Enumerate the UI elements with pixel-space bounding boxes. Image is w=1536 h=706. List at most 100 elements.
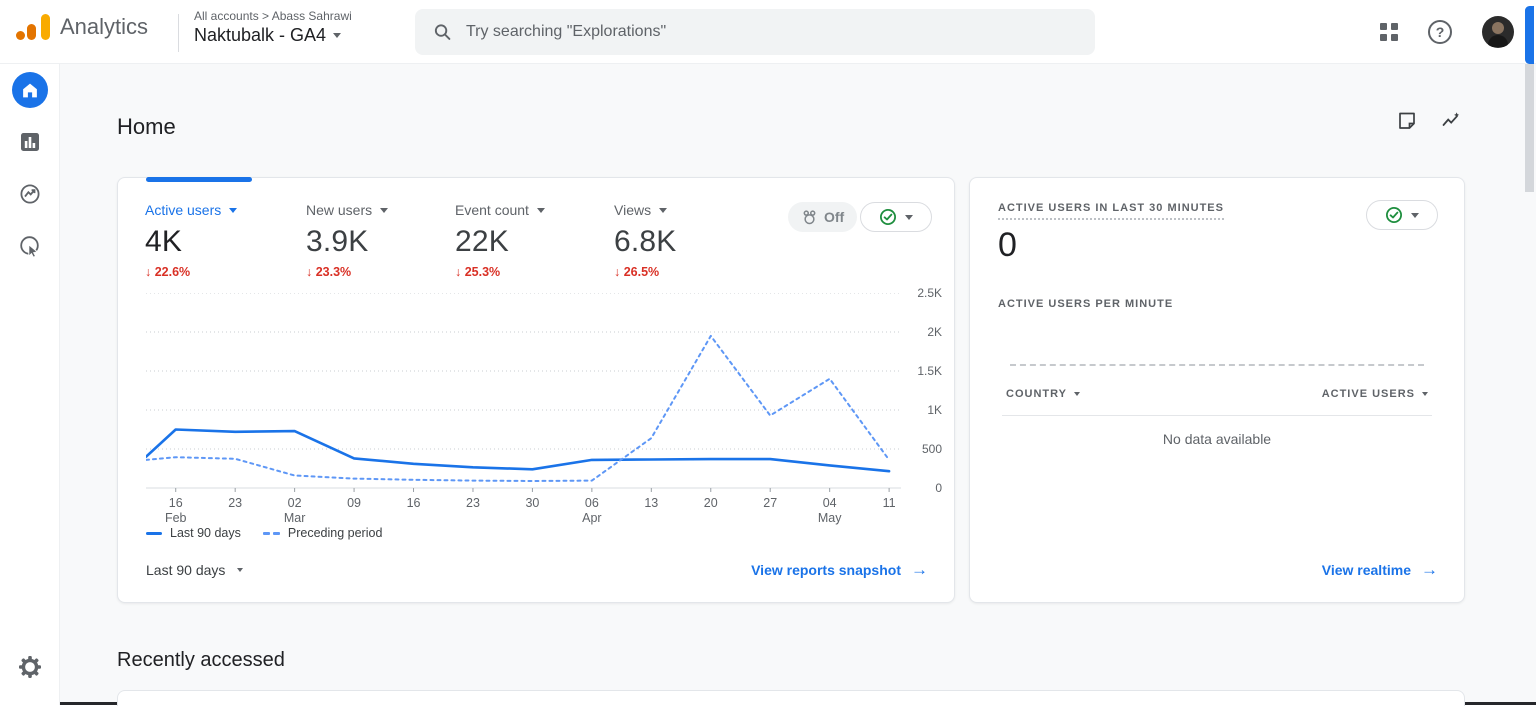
gear-icon: [19, 656, 41, 678]
country-sort-header[interactable]: COUNTRY: [1006, 388, 1080, 400]
chevron-down-icon: [1073, 392, 1080, 396]
property-name: Naktubalk - GA4: [194, 25, 327, 45]
scrollbar-thumb[interactable]: [1525, 6, 1534, 64]
date-range-selector[interactable]: Last 90 days: [146, 562, 244, 578]
x-tick-label: 23: [466, 496, 480, 510]
active-users-count: 0: [998, 226, 1017, 264]
insights-button[interactable]: [1440, 110, 1462, 132]
off-badge-label: Off: [824, 209, 845, 225]
chevron-down-icon: [1411, 212, 1419, 218]
metric-value: 4K: [145, 225, 183, 258]
check-circle-icon: [1386, 207, 1402, 223]
x-tick-label: 16 Feb: [164, 496, 187, 525]
chevron-down-icon: [905, 214, 913, 220]
y-tick-label: 2.5K: [917, 286, 942, 300]
metric-selector[interactable]: New users: [306, 202, 389, 218]
series-solid-line: [144, 428, 891, 473]
x-axis-labels: 16 Feb 23 02 Mar 09 16 23 30 06 Apr 13 20 27 04 May 11: [146, 496, 901, 530]
series-dashed-line: [145, 334, 891, 482]
add-note-button[interactable]: [1396, 110, 1418, 132]
data-quality-chip[interactable]: [860, 202, 932, 232]
legend-preceding-period: Preceding period: [262, 526, 382, 540]
comparison-off-badge[interactable]: Off: [788, 202, 858, 232]
help-icon[interactable]: ?: [1428, 20, 1452, 44]
advertising-icon: [20, 236, 39, 258]
apps-grid-icon[interactable]: [1380, 23, 1398, 41]
date-range-label: Last 90 days: [146, 562, 226, 578]
metric-label: Active users: [145, 202, 222, 218]
x-tick-label: 04 May: [817, 496, 842, 525]
x-tick-label: 30: [525, 496, 540, 510]
sidebar-item-reports[interactable]: [0, 116, 60, 168]
view-realtime-link[interactable]: View realtime →: [1322, 560, 1438, 580]
chevron-down-icon: [1422, 392, 1428, 396]
metric-event-count: Event count 22K ↓ 25.3%: [455, 202, 545, 279]
metric-active-users: Active users 4K ↓ 22.6%: [145, 202, 238, 279]
main-content: Home Active users 4K ↓ 22.6%: [60, 64, 1536, 706]
dashed-line-swatch: [262, 531, 280, 535]
metric-delta: ↓ 25.3%: [455, 265, 501, 279]
breadcrumb-root[interactable]: All accounts: [194, 9, 259, 23]
sidebar-item-advertising[interactable]: [0, 220, 60, 272]
bar-chart-icon: [21, 133, 39, 151]
metric-label: Views: [614, 202, 652, 218]
recently-accessed-card: [117, 690, 1465, 706]
metric-selector[interactable]: Views: [614, 202, 677, 218]
x-tick-label: 11: [882, 496, 896, 510]
column-header: ACTIVE USERS: [1321, 388, 1415, 400]
chart-legend: Last 90 days Preceding period: [146, 526, 382, 540]
view-reports-snapshot-link[interactable]: View reports snapshot →: [751, 560, 928, 580]
search-icon: [434, 24, 451, 40]
search-input[interactable]: [465, 23, 1077, 41]
x-tick-label: 23: [228, 496, 243, 510]
breadcrumb-path[interactable]: All accounts > Abass Sahrawi: [194, 9, 352, 23]
legend-last-90-days: Last 90 days: [146, 526, 241, 540]
link-label: View reports snapshot: [751, 562, 901, 578]
column-header: COUNTRY: [1006, 388, 1067, 400]
avatar[interactable]: [1482, 16, 1514, 48]
x-tick-label: 27: [763, 496, 778, 510]
sidebar-item-admin[interactable]: [0, 641, 60, 693]
x-tick-label: 02 Mar: [283, 496, 306, 525]
arrow-right-icon: →: [911, 560, 928, 579]
chevron-down-icon: [380, 207, 389, 213]
chevron-down-icon: [659, 207, 668, 213]
y-tick-label: 1K: [927, 403, 942, 417]
y-tick-label: 0: [935, 481, 942, 495]
property-switcher[interactable]: Naktubalk - GA4: [194, 25, 352, 46]
rabbit-icon: [803, 209, 816, 224]
active-users-sort-header[interactable]: ACTIVE USERS: [1322, 388, 1428, 400]
google-analytics-icon: [16, 12, 50, 42]
scrollbar-track[interactable]: [1525, 64, 1534, 192]
y-tick-label: 500: [921, 442, 942, 456]
per-minute-label: ACTIVE USERS PER MINUTE: [998, 298, 1174, 310]
chevron-down-icon: [536, 207, 545, 213]
recently-accessed-heading: Recently accessed: [117, 649, 285, 671]
sidebar-item-explore[interactable]: [0, 168, 60, 220]
per-minute-sparkline-baseline: [1010, 364, 1424, 366]
metric-selector[interactable]: Event count: [455, 202, 545, 218]
sidebar-item-home[interactable]: [0, 64, 60, 116]
x-tick-label: 06 Apr: [582, 496, 602, 525]
y-axis-labels: 0 500 1K 1.5K 2K 2.5K: [906, 286, 942, 495]
note-icon: [1399, 112, 1415, 129]
metric-value: 3.9K: [306, 225, 369, 258]
x-tick-label: 13: [644, 496, 659, 510]
metric-selector[interactable]: Active users: [145, 202, 238, 218]
realtime-card: ACTIVE USERS IN LAST 30 MINUTES 0 ACTIVE…: [969, 177, 1465, 603]
x-tick-label: 09: [347, 496, 362, 510]
page-title: Home: [117, 114, 176, 139]
data-quality-chip[interactable]: [1366, 200, 1438, 230]
metric-value: 22K: [455, 225, 509, 258]
header-divider: [178, 14, 179, 52]
card-tab-indicator: [146, 177, 252, 182]
metric-new-users: New users 3.9K ↓ 23.3%: [306, 202, 389, 279]
realtime-title: ACTIVE USERS IN LAST 30 MINUTES: [998, 202, 1224, 220]
metric-delta: ↓ 26.5%: [614, 265, 660, 279]
trend-chart: [144, 292, 901, 492]
analytics-logo[interactable]: Analytics: [16, 12, 148, 42]
metric-label: New users: [306, 202, 373, 218]
chevron-down-icon: [229, 207, 238, 213]
breadcrumb-account[interactable]: Abass Sahrawi: [271, 9, 352, 23]
global-search[interactable]: [415, 9, 1095, 55]
